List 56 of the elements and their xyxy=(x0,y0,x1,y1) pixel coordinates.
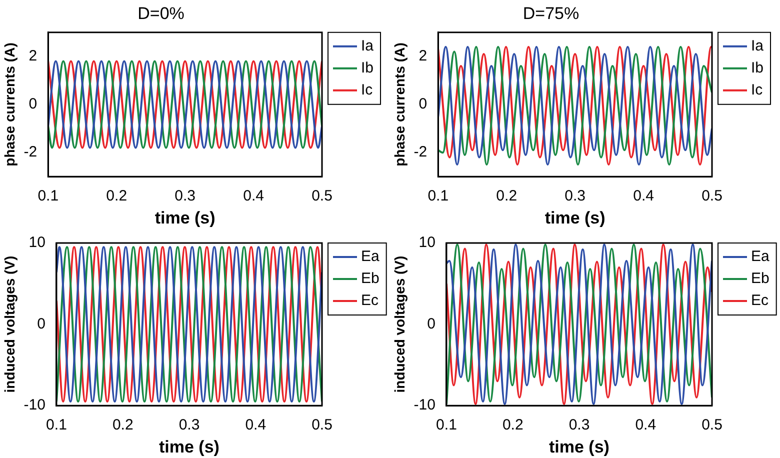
y-tick-label: 0 xyxy=(37,315,46,332)
x-axis-title: time (s) xyxy=(544,208,606,228)
legend-label: Ib xyxy=(361,60,374,77)
y-tick-label: -10 xyxy=(24,396,46,414)
x-tick-label: 0.1 xyxy=(46,416,67,434)
legend-label: Ea xyxy=(361,248,380,266)
y-tick-label: 2 xyxy=(418,48,428,65)
y-axis-title: induced voltages (V) xyxy=(391,256,408,393)
x-tick-label: 0.2 xyxy=(496,188,518,205)
legend-label: Ib xyxy=(751,60,764,77)
legend-label: Ia xyxy=(751,38,764,55)
legend-label: Ic xyxy=(751,82,764,99)
legend-label: Ia xyxy=(361,38,374,55)
x-tick-label: 0.3 xyxy=(178,416,200,434)
x-tick-label: 0.2 xyxy=(106,188,128,205)
y-tick-label: 0 xyxy=(418,96,428,113)
legend-label: Eb xyxy=(361,270,380,288)
y-tick-label: 10 xyxy=(28,234,46,252)
y-axis-title: phase currents (A) xyxy=(1,42,18,166)
x-tick-label: 0.5 xyxy=(702,416,722,434)
y-tick-label: -2 xyxy=(24,144,38,161)
chart-title: D=75% xyxy=(522,4,580,23)
chart-title: D=0% xyxy=(138,4,184,23)
y-tick-label: 10 xyxy=(418,234,436,252)
y-axis-title: phase currents (A) xyxy=(391,42,408,166)
x-tick-label: 0.1 xyxy=(38,188,59,205)
x-axis-title: time (s) xyxy=(154,208,216,228)
x-tick-label: 0.3 xyxy=(568,416,590,434)
x-tick-label: 0.1 xyxy=(436,416,457,434)
line-series xyxy=(438,46,712,166)
x-tick-label: 0.5 xyxy=(702,188,722,205)
x-tick-label: 0.5 xyxy=(312,416,332,434)
x-tick-label: 0.1 xyxy=(428,188,449,205)
x-tick-label: 0.3 xyxy=(174,188,196,205)
x-tick-label: 0.4 xyxy=(245,416,266,434)
x-tick-label: 0.2 xyxy=(112,416,134,434)
legend-label: Ea xyxy=(751,248,770,266)
x-tick-label: 0.3 xyxy=(564,188,586,205)
y-tick-label: 0 xyxy=(427,315,436,332)
x-tick-label: 0.5 xyxy=(312,188,332,205)
x-tick-label: 0.2 xyxy=(502,416,524,434)
x-tick-label: 0.4 xyxy=(635,416,656,434)
legend-label: Ec xyxy=(751,292,770,310)
x-tick-label: 0.4 xyxy=(243,188,264,205)
legend-label: Eb xyxy=(751,270,770,288)
x-axis-title: time (s) xyxy=(549,437,610,456)
x-axis-title: time (s) xyxy=(159,437,220,456)
y-tick-label: 2 xyxy=(28,48,38,65)
y-tick-label: -2 xyxy=(414,144,428,161)
line-series xyxy=(446,244,712,405)
y-tick-label: -10 xyxy=(414,396,436,414)
y-tick-label: 0 xyxy=(28,96,38,113)
y-axis-title: induced voltages (V) xyxy=(1,256,18,393)
legend-label: Ic xyxy=(361,82,374,99)
legend-label: Ec xyxy=(361,292,380,310)
x-tick-label: 0.4 xyxy=(633,188,654,205)
